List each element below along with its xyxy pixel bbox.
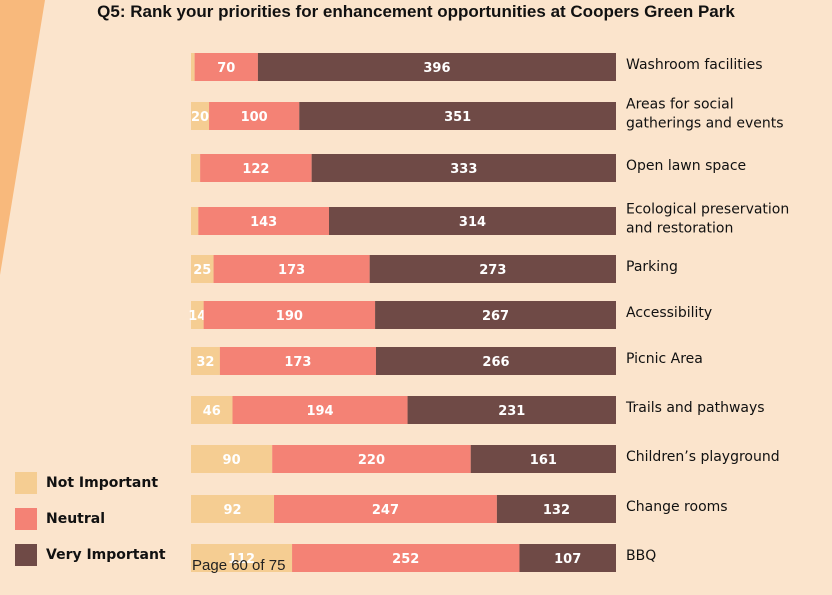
bar-segment (191, 544, 293, 572)
bar-segment (203, 301, 376, 329)
data-label: 70 (217, 61, 235, 76)
data-label: 396 (423, 61, 450, 76)
data-label: 92 (223, 503, 241, 518)
chart-title: Q5: Rank your priorities for enhancement… (97, 2, 735, 21)
category-label: Accessibility (626, 305, 712, 321)
category-label: Parking (626, 259, 678, 275)
bar-segment (470, 445, 616, 473)
category-label: gatherings and events (626, 116, 784, 132)
data-label: 252 (392, 552, 419, 567)
bar-segment (519, 544, 616, 572)
data-label: 247 (372, 503, 399, 518)
legend-label-very-important: Very Important (46, 547, 166, 563)
bar-segment (407, 396, 616, 424)
bar-segment (191, 102, 210, 130)
bar-segment (194, 53, 258, 81)
bar-segment (191, 301, 204, 329)
category-label: Ecological preservation (626, 202, 789, 218)
category-label: Washroom facilities (626, 57, 763, 73)
category-label: Children’s playground (626, 449, 780, 465)
category-label: and restoration (626, 221, 733, 237)
bar-segment (191, 445, 273, 473)
bar-segment (191, 207, 199, 235)
bar-segment (257, 53, 616, 81)
data-label: 100 (241, 110, 268, 125)
data-label: 194 (306, 404, 333, 419)
category-label: BBQ (626, 548, 656, 564)
bar-segment (299, 102, 616, 130)
category-label: Areas for social (626, 97, 734, 113)
data-label: 173 (284, 355, 311, 370)
legend-label-not-important: Not Important (46, 475, 159, 491)
bar-segment (375, 347, 616, 375)
bar-segment (191, 53, 195, 81)
bar-segment (213, 255, 370, 283)
data-label: 266 (482, 355, 509, 370)
data-label: 173 (278, 263, 305, 278)
data-label: 267 (482, 309, 509, 324)
data-label: 220 (358, 453, 385, 468)
data-label: 351 (444, 110, 471, 125)
bar-segment (496, 495, 616, 523)
data-label: 25 (193, 263, 211, 278)
bar-segment (198, 207, 330, 235)
data-label: 273 (479, 263, 506, 278)
bar-segment (274, 495, 497, 523)
data-label: 161 (530, 453, 557, 468)
data-label: 20 (191, 110, 209, 125)
bar-segment (200, 154, 312, 182)
bar-segment (232, 396, 408, 424)
page-number: Page 60 of 75 (192, 557, 286, 574)
data-label: 132 (543, 503, 570, 518)
data-label: 107 (554, 552, 581, 567)
bar-segment (191, 255, 214, 283)
legend-label-neutral: Neutral (46, 511, 106, 527)
category-label: Change rooms (626, 499, 728, 515)
bar-segment (191, 495, 275, 523)
data-label: 122 (242, 162, 269, 177)
data-label: 231 (498, 404, 525, 419)
legend-swatch-very-important (15, 544, 37, 566)
bar-segment (369, 255, 616, 283)
data-label: 333 (450, 162, 477, 177)
bar-segment (219, 347, 376, 375)
data-label: 143 (250, 215, 277, 230)
category-label: Picnic Area (626, 351, 703, 367)
legend-swatch-not-important (15, 472, 37, 494)
data-label: 46 (203, 404, 221, 419)
data-label: 314 (459, 215, 486, 230)
bar-segment (191, 154, 201, 182)
data-label: 90 (223, 453, 241, 468)
bar-segment (191, 347, 220, 375)
bar-segment (191, 396, 233, 424)
bar-segment (272, 445, 471, 473)
bar-segment (209, 102, 300, 130)
bar-segment (375, 301, 616, 329)
data-label: 112 (228, 552, 255, 567)
data-label: 190 (276, 309, 303, 324)
legend-swatch-neutral (15, 508, 37, 530)
category-label: Trails and pathways (625, 400, 765, 416)
data-label: 14 (188, 309, 206, 324)
bar-segment (311, 154, 616, 182)
bar-segment (292, 544, 520, 572)
bar-segment (329, 207, 616, 235)
category-label: Open lawn space (626, 158, 746, 174)
data-label: 32 (196, 355, 214, 370)
